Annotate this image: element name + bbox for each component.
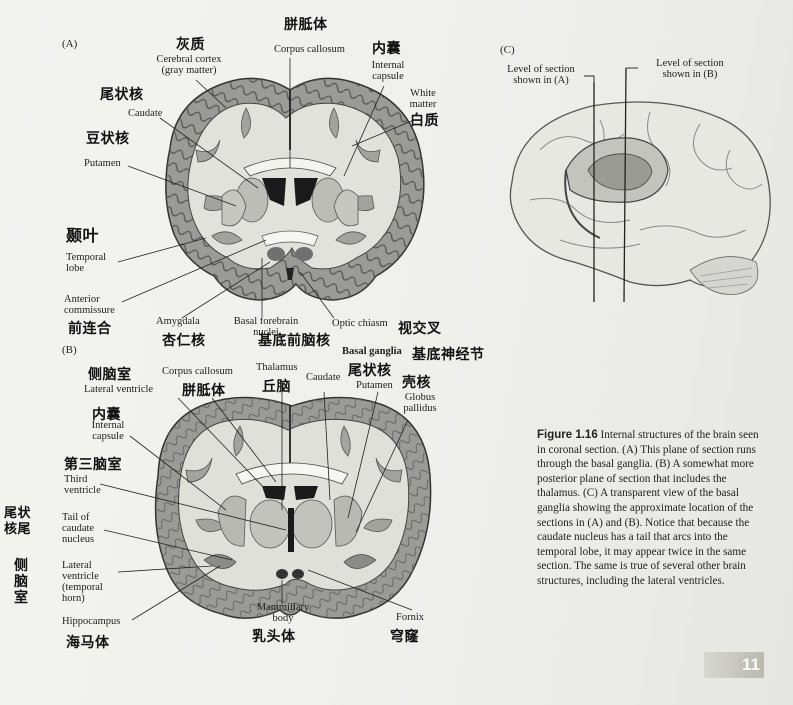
brain-section-b [154,396,432,619]
label-internal-capsule-a: Internal capsule [360,60,416,82]
handwritten-lateral-ventricle: 侧脑室 [88,367,132,383]
handwritten-temporal-lobe: 颞叶 [66,226,100,245]
handwritten-caudate-a: 尾状核 [100,87,144,103]
label-internal-capsule-b-line2: capsule [92,431,124,442]
label-temporal-lobe-line2: lobe [66,263,85,274]
caption-text: Internal structures of the brain seen in… [537,429,759,587]
panel-label-c: (C) [500,44,515,56]
label-cerebral-cortex: Cerebral cortex (gray matter) [146,54,232,76]
figure-caption: Figure 1.16 Internal structures of the b… [537,428,769,589]
handwritten-mammillary-body: 乳头体 [252,629,296,645]
label-internal-capsule-b-line1: Internal [91,420,125,431]
panel-label-a: (A) [62,38,78,50]
page-number: 11 [742,655,760,674]
label-caudate-a: Caudate [128,108,163,119]
label-lateral-ventricle-temporal: Lateral ventricle (temporal horn) [62,560,103,604]
label-fornix: Fornix [396,612,425,623]
panel-label-b: (B) [62,344,77,356]
label-tail-caudate: Tail of caudate nucleus [62,512,94,545]
label-third-ventricle-line2: ventricle [64,485,101,496]
handwritten-optic-chiasm: 视交叉 [398,321,442,337]
handwritten-putamen-b: 壳核 [402,375,431,391]
handwritten-lateral-ventricle-temporal: 侧脑室 [14,558,29,606]
label-temporal-lobe: Temporal lobe [66,252,106,274]
label-level-section-b-line2: shown in (B) [662,69,718,80]
handwritten-caudate-b: 尾状核 [348,363,392,379]
leader-lines-a [117,58,415,319]
handwritten-third-ventricle: 第三脑室 [64,457,122,473]
label-anterior-commissure: Anterior commissure [64,294,115,316]
label-tail-caudate-line2: caudate [62,523,95,534]
label-temporal-lobe-line1: Temporal [66,252,107,263]
handwritten-internal-capsule-a: 内囊 [372,41,401,57]
handwritten-tail-caudate: 尾状核尾 [4,506,32,537]
label-tail-caudate-line3: nucleus [62,534,95,545]
handwritten-amygdala: 杏仁核 [162,333,206,349]
label-lateral-ventricle-temporal-line2: ventricle [62,571,99,582]
figure-number: Figure 1.16 [537,429,598,441]
label-basal-forebrain-line1: Basal forebrain [233,316,299,327]
label-anterior-commissure-line1: Anterior [64,294,100,305]
label-basal-forebrain-line2: nuclei [253,327,279,338]
handwritten-hippocampus: 海马体 [66,635,110,651]
label-putamen-b: Putamen [356,380,393,391]
handwritten-cortex: 灰质 [176,37,205,53]
brain-side-view-c [509,67,771,303]
handwritten-basal-forebrain: 基底前脑核 [258,333,331,349]
label-tail-caudate-line1: Tail of [62,512,90,523]
label-lateral-ventricle: Lateral ventricle [84,384,154,395]
label-corpus-callosum-b: Corpus callosum [162,366,233,377]
label-anterior-commissure-line2: commissure [64,305,115,316]
label-internal-capsule-a-line1: Internal [371,60,405,71]
label-basal-ganglia: Basal ganglia [342,346,402,357]
label-globus-pallidus: Globus pallidus [398,392,442,414]
label-caudate-b: Caudate [306,372,341,383]
label-internal-capsule-b: Internal capsule [84,420,132,442]
label-mammillary-body-line2: body [272,613,294,624]
label-lateral-ventricle-temporal-line1: Lateral [62,560,92,571]
label-optic-chiasm: Optic chiasm [332,318,388,329]
brain-section-a [165,77,425,301]
label-level-section-a-line1: Level of section [507,64,575,75]
label-third-ventricle-line1: Third [64,474,88,485]
label-third-ventricle: Third ventricle [64,474,101,496]
handwritten-putamen-a: 豆状核 [86,131,130,147]
handwritten-corpus-callosum-b: 胼胝体 [182,383,226,399]
handwritten-basal-ganglia: 基底神经节 [412,347,485,363]
label-white-matter-line2: matter [409,99,437,110]
label-globus-pallidus-line1: Globus [404,392,436,403]
label-mammillary-body-line1: Mammillary [256,602,310,613]
label-lateral-ventricle-temporal-line4: horn) [62,593,85,604]
handwritten-white-matter: 白质 [410,113,439,129]
label-level-section-b: Level of section shown in (B) [646,58,734,80]
label-globus-pallidus-line2: pallidus [403,403,437,414]
label-lateral-ventricle-temporal-line3: (temporal [62,582,103,593]
label-hippocampus: Hippocampus [62,616,121,627]
label-putamen-a: Putamen [84,158,121,169]
leader-lines-b [99,391,413,621]
label-corpus-callosum-a: Corpus callosum [274,44,345,55]
handwritten-internal-capsule-b: 内囊 [92,407,121,423]
handwritten-fornix: 穹窿 [390,629,419,645]
handwritten-anterior-commissure: 前连合 [68,321,112,337]
handwritten-corpus-callosum-a: 胼胝体 [284,17,328,33]
label-internal-capsule-a-line2: capsule [372,71,404,82]
label-level-section-b-line1: Level of section [656,58,724,69]
page-number-badge: 11 [704,652,764,678]
label-white-matter: White matter [402,88,444,110]
label-level-section-a-line2: shown in (A) [513,75,569,86]
label-cerebral-cortex-line2: (gray matter) [161,65,217,76]
label-level-section-a: Level of section shown in (A) [500,64,582,86]
label-cerebral-cortex-line1: Cerebral cortex [156,54,222,65]
label-mammillary-body: Mammillary body [250,602,316,624]
handwritten-thalamus: 丘脑 [262,379,291,395]
label-basal-forebrain: Basal forebrain nuclei [226,316,306,338]
label-white-matter-line1: White [410,88,436,99]
label-thalamus: Thalamus [256,362,298,373]
label-amygdala: Amygdala [156,316,200,327]
